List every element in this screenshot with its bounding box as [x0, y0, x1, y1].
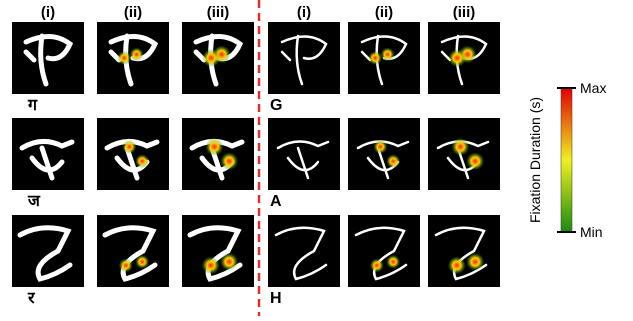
fixation-heat — [202, 256, 220, 274]
fixation-heat — [381, 47, 395, 61]
stimulus-image — [97, 118, 169, 190]
colorbar-title: Fixation Duration (s) — [527, 97, 543, 223]
column-header: (iii) — [453, 4, 476, 21]
column-header: (ii) — [375, 4, 393, 21]
row-label: ज — [27, 193, 41, 210]
column-header: (iii) — [207, 4, 230, 21]
fixation-heat — [130, 47, 144, 61]
column-header: (i) — [41, 4, 55, 21]
fixation-heat — [386, 255, 400, 269]
stimulus-image — [268, 118, 340, 190]
fixation-heat — [386, 154, 400, 168]
fixation-heat — [117, 51, 131, 65]
colorbar — [561, 88, 572, 232]
fixation-heat — [135, 255, 149, 269]
row-label: ग — [27, 97, 38, 114]
fixation-heat — [451, 138, 469, 156]
fixation-heat — [448, 49, 466, 67]
fixation-heat — [122, 140, 136, 154]
fixation-heat — [220, 253, 238, 271]
fixation-heat — [368, 51, 382, 65]
fixation-heat — [448, 256, 466, 274]
row-label: र — [27, 290, 36, 307]
stimulus-image — [12, 118, 84, 190]
column-header: (ii) — [124, 4, 142, 21]
row-label: G — [270, 97, 282, 114]
fixation-heat — [135, 154, 149, 168]
colorbar-max: Max — [580, 80, 606, 96]
row-label: H — [270, 290, 282, 307]
fixation-heat — [373, 140, 387, 154]
figure: Max Min Fixation Duration (s) (i) (ii) (ii… — [0, 0, 633, 316]
fixation-heat — [466, 253, 484, 271]
fixation-heat — [370, 258, 384, 272]
fixation-heat — [220, 152, 238, 170]
stimulus-image — [348, 118, 420, 190]
fixation-heat — [202, 49, 220, 67]
fixation-heat — [205, 138, 223, 156]
colorbar-min: Min — [580, 224, 603, 240]
column-header: (i) — [297, 4, 311, 21]
row-label: A — [270, 193, 282, 210]
fixation-heat — [466, 152, 484, 170]
fixation-heat — [119, 258, 133, 272]
